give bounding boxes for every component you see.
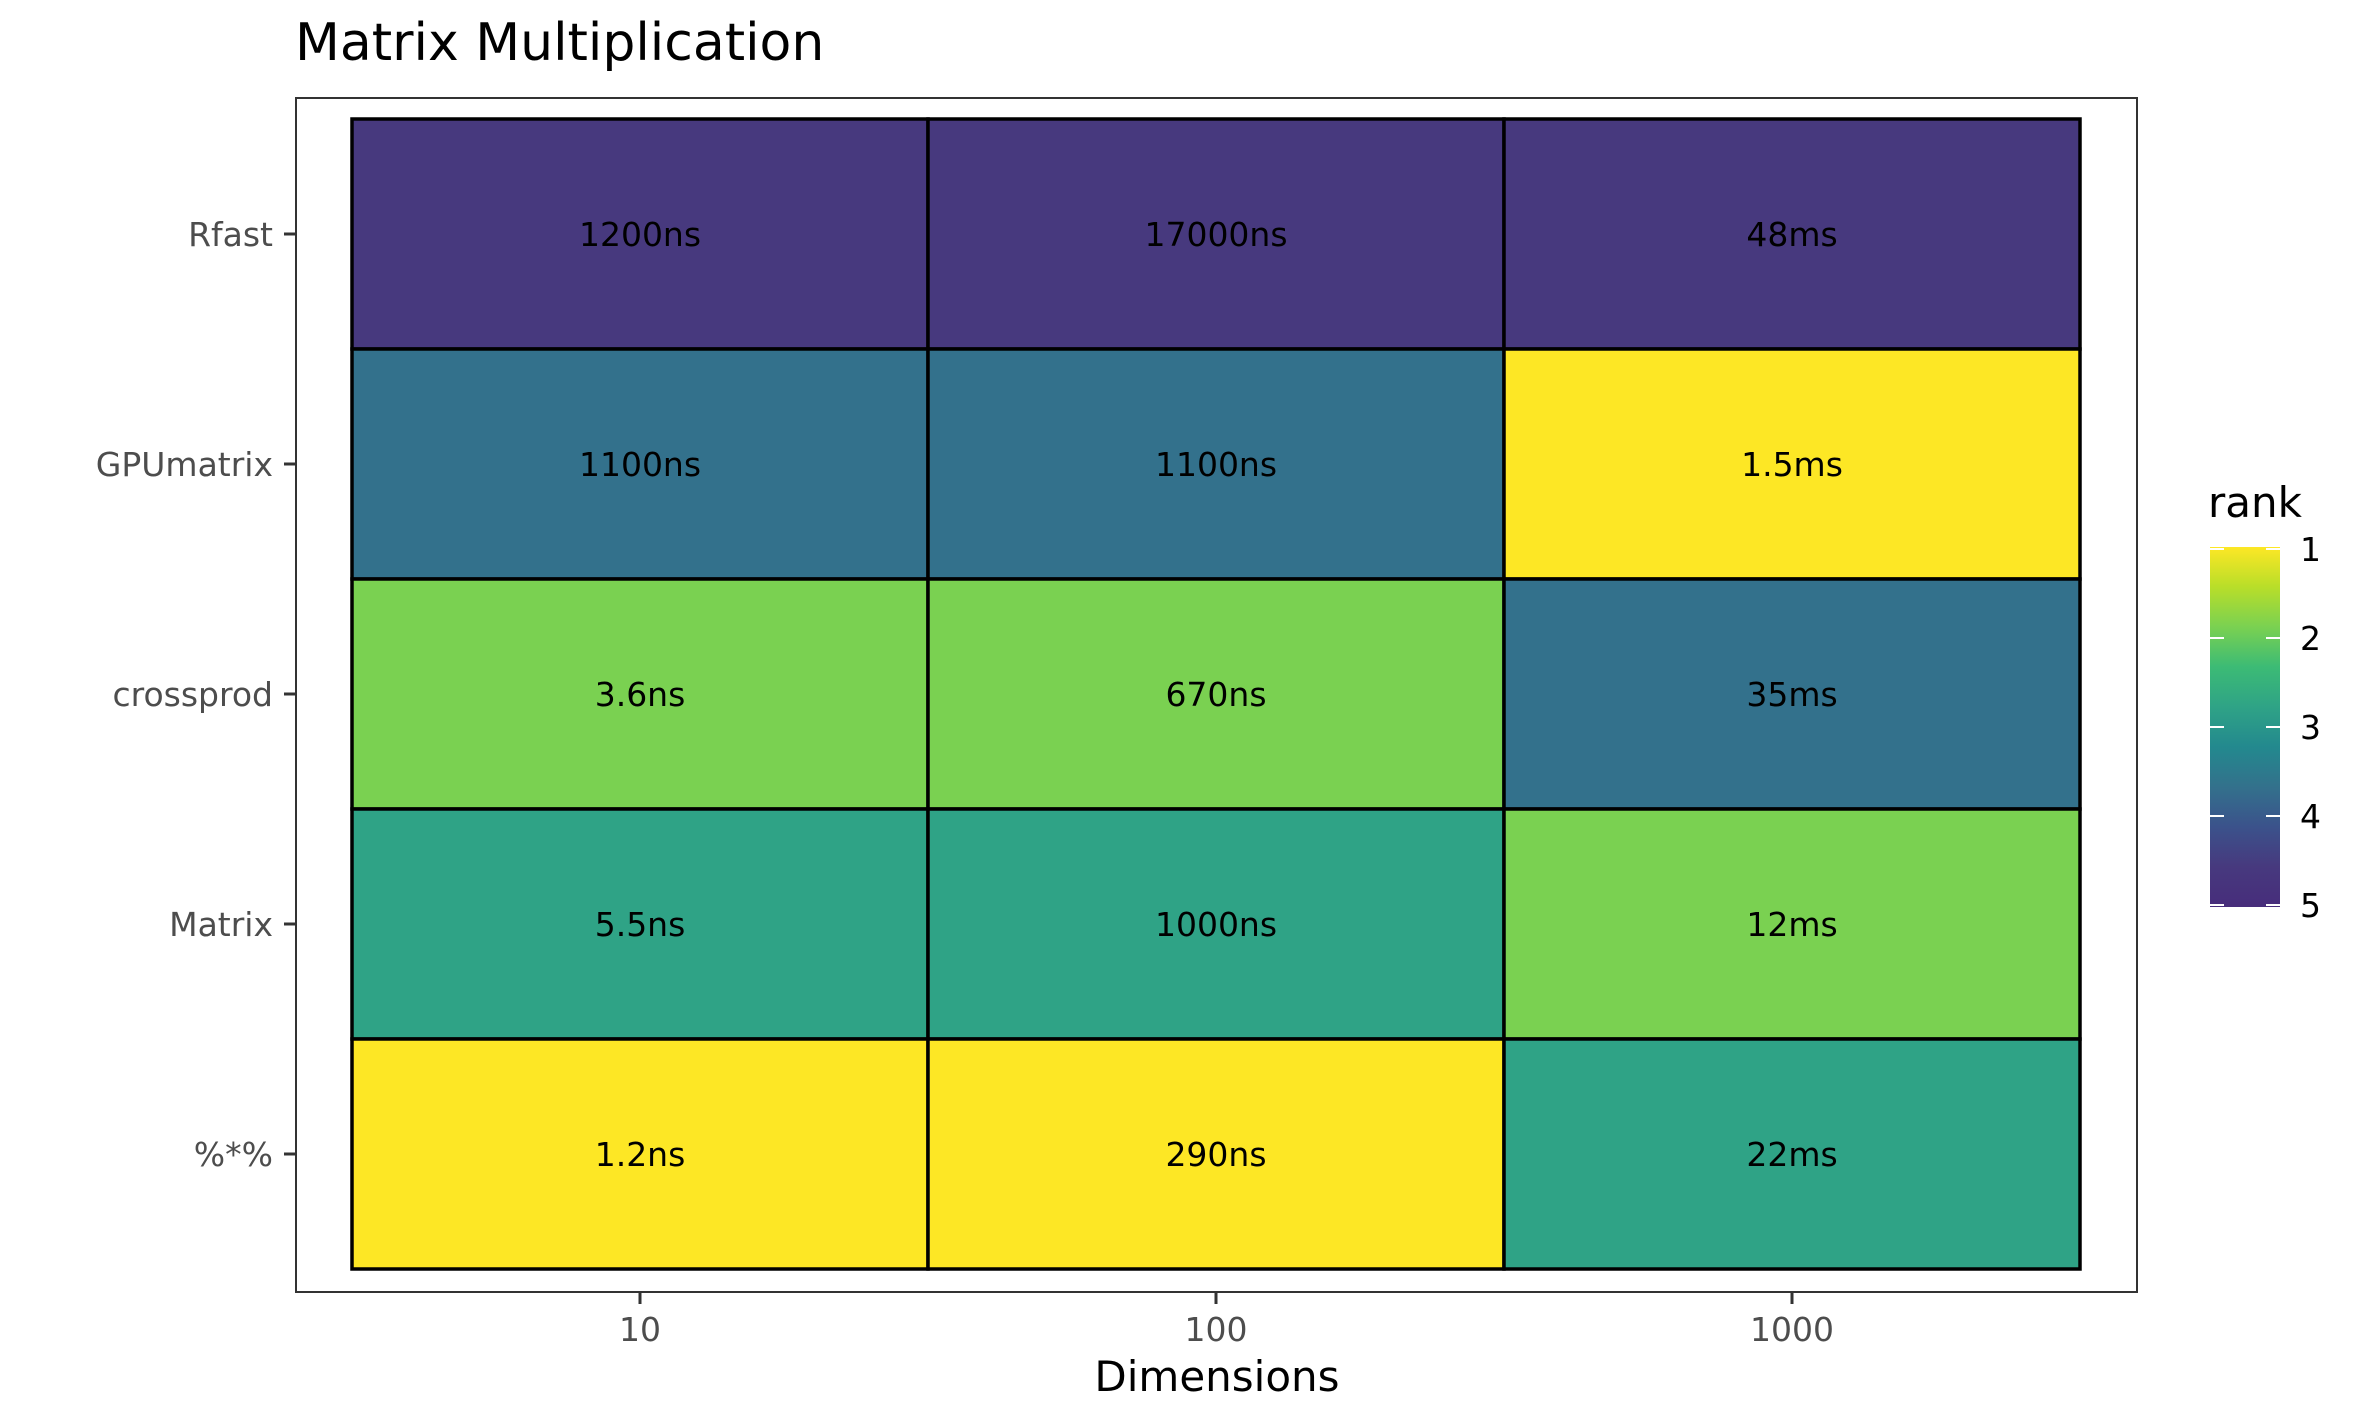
cell-rfast-10 xyxy=(350,117,930,351)
y-tick-label: Rfast xyxy=(188,215,273,254)
x-tick-label: 100 xyxy=(1185,1310,1248,1349)
cell-label-pct-star-pct-10: 1.2ns xyxy=(595,1135,686,1174)
legend-label: 1 xyxy=(2300,530,2321,569)
cell-label-pct-star-pct-100: 290ns xyxy=(1165,1135,1266,1174)
x-tick-label: 10 xyxy=(619,1310,661,1349)
x-tick-label: 1000 xyxy=(1750,1310,1834,1349)
legend-label: 3 xyxy=(2300,708,2321,747)
y-tick-label: crossprod xyxy=(113,675,274,714)
cell-label-gpumatrix-1000: 1.5ms xyxy=(1741,445,1843,484)
cell-gpumatrix-100 xyxy=(926,347,1506,581)
legend-label: 4 xyxy=(2300,797,2321,836)
cell-label-matrix-1000: 12ms xyxy=(1746,905,1837,944)
cell-label-crossprod-10: 3.6ns xyxy=(595,675,686,714)
cell-label-rfast-100: 17000ns xyxy=(1144,215,1287,254)
legend-title: rank xyxy=(2208,478,2303,527)
y-tick-label: Matrix xyxy=(169,905,273,944)
cells-layer xyxy=(350,117,2082,1271)
chart-title: Matrix Multiplication xyxy=(295,13,824,73)
cell-pct-star-pct-100 xyxy=(926,1037,1506,1271)
cell-labels-layer: 1200ns 17000ns 48ms 1100ns 1100ns 1.5ms 3.6ns 6… xyxy=(579,215,1843,1174)
cell-crossprod-1000 xyxy=(1502,577,2082,811)
cell-matrix-100 xyxy=(926,807,1506,1041)
cell-rfast-100 xyxy=(926,117,1506,351)
cell-crossprod-10 xyxy=(350,577,930,811)
cell-label-gpumatrix-100: 1100ns xyxy=(1155,445,1277,484)
cell-pct-star-pct-10 xyxy=(350,1037,930,1271)
cell-label-matrix-10: 5.5ns xyxy=(595,905,686,944)
legend-label: 2 xyxy=(2300,619,2321,658)
cell-label-gpumatrix-10: 1100ns xyxy=(579,445,701,484)
cell-gpumatrix-10 xyxy=(350,347,930,581)
x-axis: 10 100 1000 xyxy=(619,1292,1834,1349)
y-axis: Rfast GPUmatrix crossprod Matrix %*% xyxy=(96,215,296,1174)
legend-label: 5 xyxy=(2300,886,2321,925)
x-axis-title: Dimensions xyxy=(1094,1352,1339,1401)
y-tick-label: %*% xyxy=(194,1135,273,1174)
cell-pct-star-pct-1000 xyxy=(1502,1037,2082,1271)
cell-label-pct-star-pct-1000: 22ms xyxy=(1746,1135,1837,1174)
cell-label-rfast-1000: 48ms xyxy=(1746,215,1837,254)
cell-matrix-1000 xyxy=(1502,807,2082,1041)
cell-label-crossprod-100: 670ns xyxy=(1165,675,1266,714)
cell-label-matrix-100: 1000ns xyxy=(1155,905,1277,944)
cell-label-crossprod-1000: 35ms xyxy=(1746,675,1837,714)
legend-ticks: 1 2 3 4 5 xyxy=(2210,530,2321,925)
cell-label-rfast-10: 1200ns xyxy=(579,215,701,254)
y-tick-label: GPUmatrix xyxy=(96,445,273,484)
legend: rank 1 2 3 4 5 xyxy=(2208,478,2321,925)
cell-rfast-1000 xyxy=(1502,117,2082,351)
